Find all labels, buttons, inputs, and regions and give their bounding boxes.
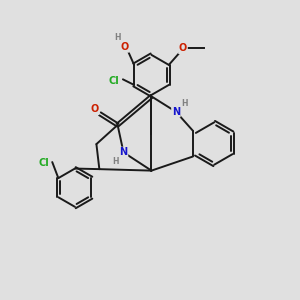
Text: H: H — [112, 157, 119, 166]
Text: N: N — [119, 147, 128, 158]
Text: Cl: Cl — [109, 76, 119, 86]
Text: N: N — [172, 107, 180, 117]
Text: O: O — [179, 44, 187, 53]
Text: O: O — [121, 42, 129, 52]
Text: H: H — [114, 33, 120, 42]
Text: Cl: Cl — [39, 158, 50, 168]
Text: H: H — [182, 99, 188, 108]
Text: O: O — [91, 104, 99, 114]
